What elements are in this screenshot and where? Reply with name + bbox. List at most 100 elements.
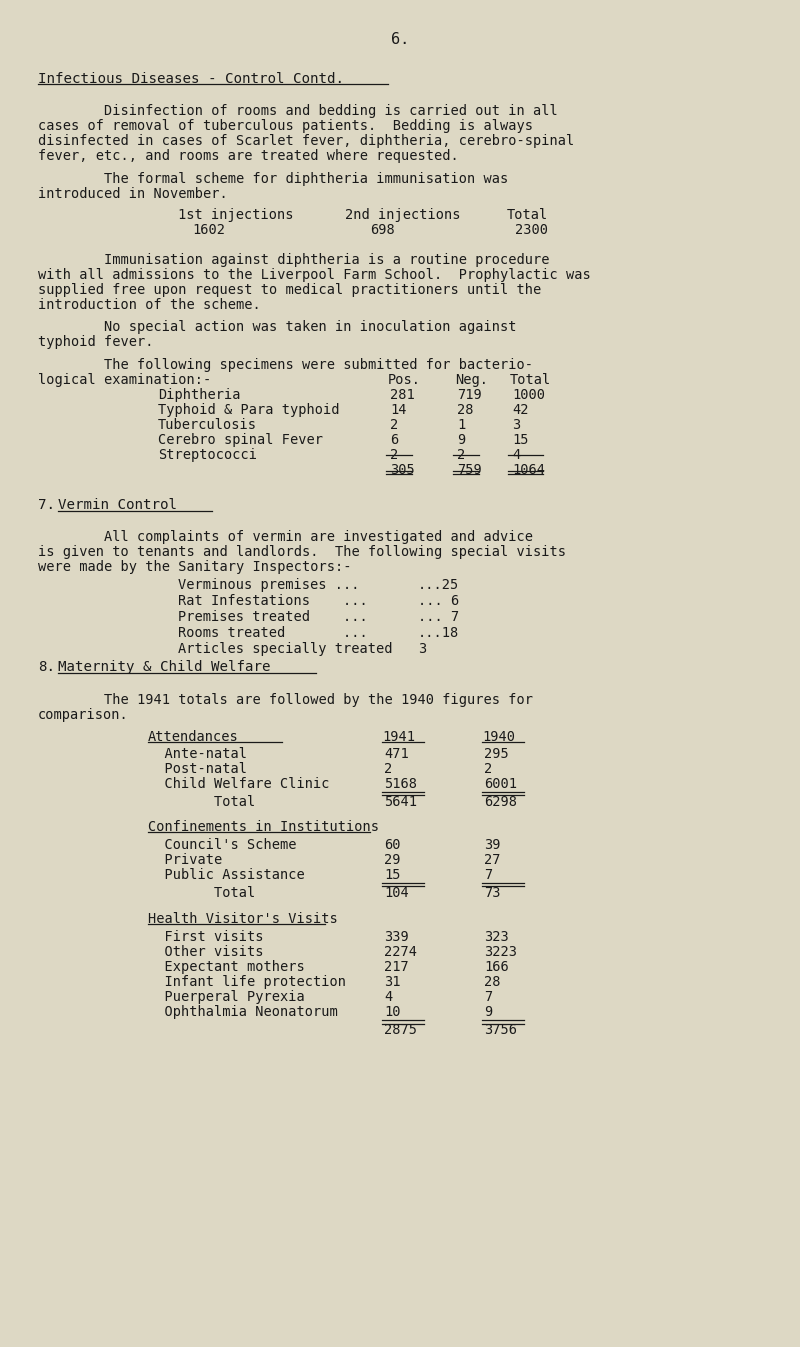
Text: Total: Total xyxy=(507,207,548,222)
Text: The formal scheme for diphtheria immunisation was: The formal scheme for diphtheria immunis… xyxy=(38,172,508,186)
Text: Attendances: Attendances xyxy=(148,730,238,744)
Text: The 1941 totals are followed by the 1940 figures for: The 1941 totals are followed by the 1940… xyxy=(38,692,533,707)
Text: 2274: 2274 xyxy=(384,946,417,959)
Text: 6001: 6001 xyxy=(484,777,517,791)
Text: fever, etc., and rooms are treated where requested.: fever, etc., and rooms are treated where… xyxy=(38,150,458,163)
Text: 2: 2 xyxy=(390,449,398,462)
Text: Premises treated    ...: Premises treated ... xyxy=(178,610,368,624)
Text: Total: Total xyxy=(148,795,255,810)
Text: All complaints of vermin are investigated and advice: All complaints of vermin are investigate… xyxy=(38,529,533,544)
Text: Other visits: Other visits xyxy=(148,946,263,959)
Text: 4: 4 xyxy=(384,990,392,1004)
Text: 28: 28 xyxy=(484,975,501,989)
Text: 15: 15 xyxy=(512,432,529,447)
Text: introduction of the scheme.: introduction of the scheme. xyxy=(38,298,261,313)
Text: Council's Scheme: Council's Scheme xyxy=(148,838,297,853)
Text: First visits: First visits xyxy=(148,929,263,944)
Text: 2: 2 xyxy=(484,762,492,776)
Text: 7.: 7. xyxy=(38,498,55,512)
Text: Typhoid & Para typhoid: Typhoid & Para typhoid xyxy=(158,403,339,418)
Text: 27: 27 xyxy=(484,853,501,867)
Text: 305: 305 xyxy=(390,463,414,477)
Text: 3: 3 xyxy=(418,643,426,656)
Text: 6.: 6. xyxy=(391,32,409,47)
Text: Vermin Control: Vermin Control xyxy=(58,498,177,512)
Text: Ante-natal: Ante-natal xyxy=(148,748,247,761)
Text: 166: 166 xyxy=(484,960,509,974)
Text: Rat Infestations    ...: Rat Infestations ... xyxy=(178,594,368,607)
Text: 15: 15 xyxy=(384,867,401,882)
Text: 6: 6 xyxy=(390,432,398,447)
Text: 1941: 1941 xyxy=(382,730,415,744)
Text: Post-natal: Post-natal xyxy=(148,762,247,776)
Text: Total: Total xyxy=(148,886,255,900)
Text: with all admissions to the Liverpool Farm School.  Prophylactic was: with all admissions to the Liverpool Far… xyxy=(38,268,590,282)
Text: Rooms treated       ...: Rooms treated ... xyxy=(178,626,368,640)
Text: 2: 2 xyxy=(390,418,398,432)
Text: 295: 295 xyxy=(484,748,509,761)
Text: disinfected in cases of Scarlet fever, diphtheria, cerebro-spinal: disinfected in cases of Scarlet fever, d… xyxy=(38,133,574,148)
Text: 1: 1 xyxy=(457,418,466,432)
Text: Tuberculosis: Tuberculosis xyxy=(158,418,257,432)
Text: 31: 31 xyxy=(384,975,401,989)
Text: introduced in November.: introduced in November. xyxy=(38,187,228,201)
Text: 3: 3 xyxy=(512,418,520,432)
Text: ... 7: ... 7 xyxy=(418,610,459,624)
Text: 1st injections: 1st injections xyxy=(178,207,294,222)
Text: were made by the Sanitary Inspectors:-: were made by the Sanitary Inspectors:- xyxy=(38,560,351,574)
Text: 281: 281 xyxy=(390,388,414,401)
Text: Confinements in Institutions: Confinements in Institutions xyxy=(148,820,379,834)
Text: Cerebro spinal Fever: Cerebro spinal Fever xyxy=(158,432,323,447)
Text: 698: 698 xyxy=(370,224,394,237)
Text: 339: 339 xyxy=(384,929,409,944)
Text: 14: 14 xyxy=(390,403,406,418)
Text: 10: 10 xyxy=(384,1005,401,1018)
Text: 1940: 1940 xyxy=(482,730,515,744)
Text: ...25: ...25 xyxy=(418,578,459,591)
Text: comparison.: comparison. xyxy=(38,709,129,722)
Text: typhoid fever.: typhoid fever. xyxy=(38,335,154,349)
Text: ... 6: ... 6 xyxy=(418,594,459,607)
Text: Streptococci: Streptococci xyxy=(158,449,257,462)
Text: Puerperal Pyrexia: Puerperal Pyrexia xyxy=(148,990,305,1004)
Text: 8.: 8. xyxy=(38,660,55,674)
Text: Immunisation against diphtheria is a routine procedure: Immunisation against diphtheria is a rou… xyxy=(38,253,550,267)
Text: Health Visitor's Visits: Health Visitor's Visits xyxy=(148,912,338,925)
Text: 9: 9 xyxy=(457,432,466,447)
Text: Neg.: Neg. xyxy=(455,373,488,387)
Text: Child Welfare Clinic: Child Welfare Clinic xyxy=(148,777,330,791)
Text: Infectious Diseases - Control Contd.: Infectious Diseases - Control Contd. xyxy=(38,71,344,86)
Text: 1000: 1000 xyxy=(512,388,545,401)
Text: 39: 39 xyxy=(484,838,501,853)
Text: 28: 28 xyxy=(457,403,474,418)
Text: 2: 2 xyxy=(457,449,466,462)
Text: 3223: 3223 xyxy=(484,946,517,959)
Text: cases of removal of tuberculous patients.  Bedding is always: cases of removal of tuberculous patients… xyxy=(38,119,533,133)
Text: 60: 60 xyxy=(384,838,401,853)
Text: Infant life protection: Infant life protection xyxy=(148,975,346,989)
Text: 73: 73 xyxy=(484,886,501,900)
Text: Disinfection of rooms and bedding is carried out in all: Disinfection of rooms and bedding is car… xyxy=(38,104,558,119)
Text: 4: 4 xyxy=(512,449,520,462)
Text: Articles specially treated: Articles specially treated xyxy=(178,643,393,656)
Text: 1602: 1602 xyxy=(192,224,225,237)
Text: 2: 2 xyxy=(384,762,392,776)
Text: 719: 719 xyxy=(457,388,482,401)
Text: 759: 759 xyxy=(457,463,482,477)
Text: 217: 217 xyxy=(384,960,409,974)
Text: 323: 323 xyxy=(484,929,509,944)
Text: 471: 471 xyxy=(384,748,409,761)
Text: logical examination:-: logical examination:- xyxy=(38,373,211,387)
Text: 42: 42 xyxy=(512,403,529,418)
Text: Expectant mothers: Expectant mothers xyxy=(148,960,305,974)
Text: 2875: 2875 xyxy=(384,1022,417,1037)
Text: Verminous premises ...: Verminous premises ... xyxy=(178,578,359,591)
Text: Diphtheria: Diphtheria xyxy=(158,388,241,401)
Text: 1064: 1064 xyxy=(512,463,545,477)
Text: 2300: 2300 xyxy=(515,224,548,237)
Text: Public Assistance: Public Assistance xyxy=(148,867,305,882)
Text: 3756: 3756 xyxy=(484,1022,517,1037)
Text: Pos.: Pos. xyxy=(388,373,421,387)
Text: 6298: 6298 xyxy=(484,795,517,810)
Text: Total: Total xyxy=(510,373,551,387)
